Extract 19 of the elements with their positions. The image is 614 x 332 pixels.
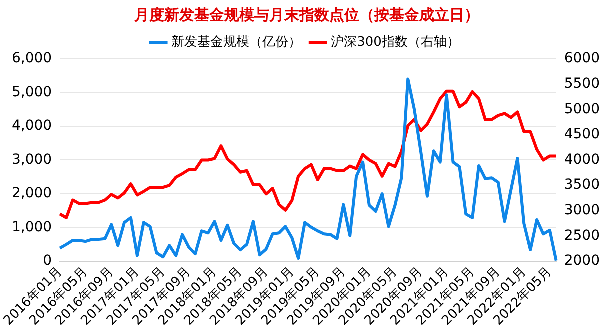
- chart-title: 月度新发基金规模与月末指数点位（按基金成立日）: [134, 5, 480, 26]
- y2-tick-label: 5500: [564, 76, 600, 92]
- y2-tick-label: 2500: [564, 228, 600, 244]
- y-tick-label: 2,000: [12, 186, 52, 202]
- y-tick-label: 1,000: [12, 219, 52, 236]
- y-tick-label: 5,000: [12, 84, 52, 100]
- y2-tick-label: 6000: [564, 50, 600, 67]
- y2-tick-label: 4500: [564, 126, 600, 143]
- y2-tick-label: 2000: [564, 253, 600, 270]
- y-tick-label: 6,000: [12, 50, 52, 67]
- y-tick-label: 3,000: [12, 152, 52, 168]
- y2-tick-label: 3000: [564, 202, 600, 219]
- y-tick-label: 0: [43, 253, 52, 270]
- y2-tick-label: 4000: [564, 152, 600, 168]
- y2-tick-label: 5000: [564, 101, 600, 118]
- y2-tick-label: 3500: [564, 177, 600, 194]
- legend-label: 新发基金规模（亿份）: [172, 34, 302, 50]
- y-tick-label: 4,000: [12, 118, 52, 134]
- legend-label: 沪深300指数（右轴）: [331, 34, 460, 50]
